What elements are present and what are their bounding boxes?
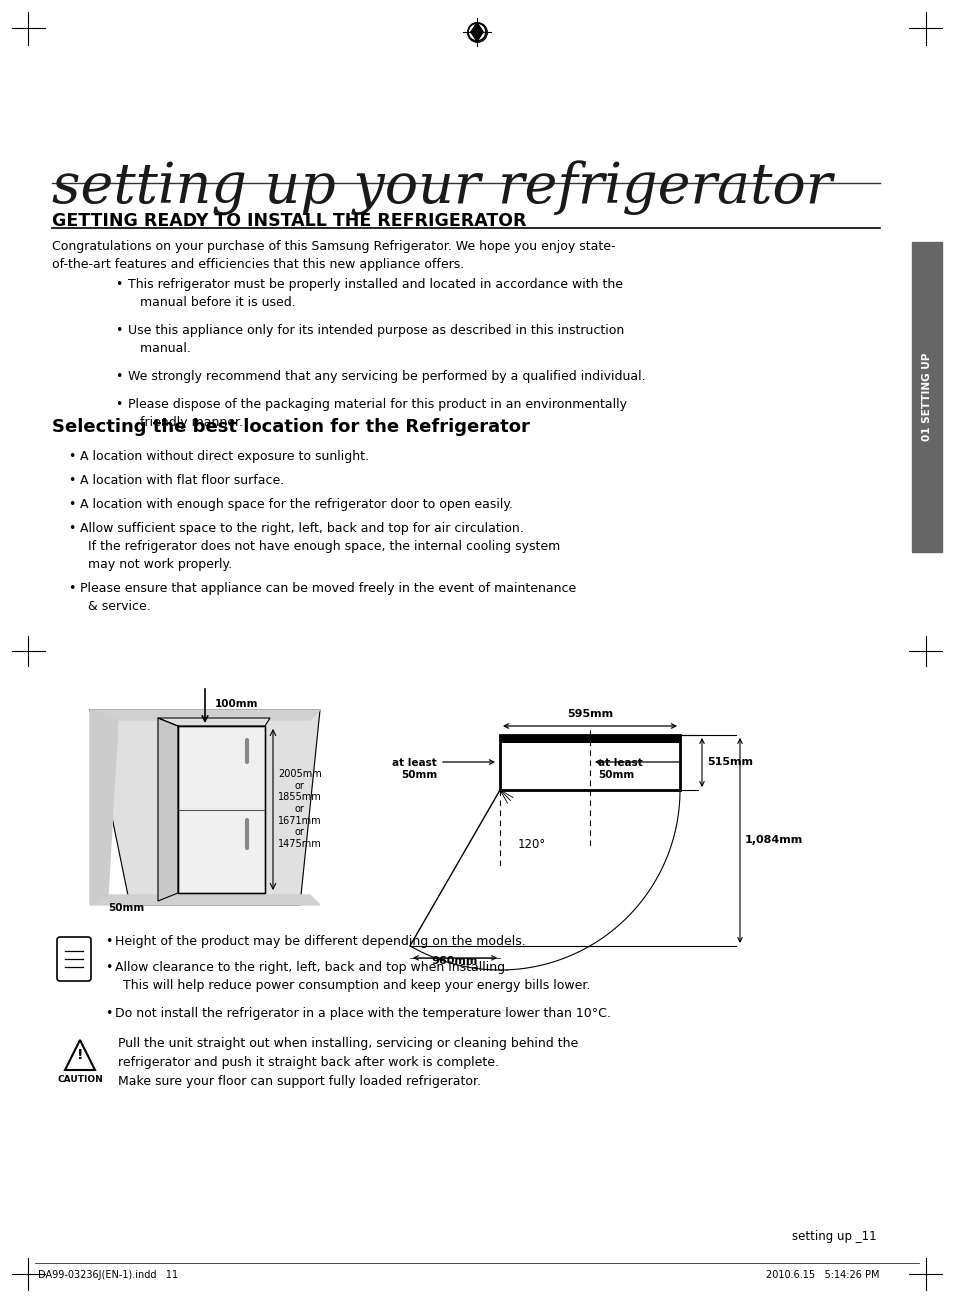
- Text: •: •: [105, 1006, 112, 1019]
- Polygon shape: [90, 710, 319, 720]
- Text: •: •: [105, 935, 112, 948]
- Text: Please ensure that appliance can be moved freely in the event of maintenance
  &: Please ensure that appliance can be move…: [80, 582, 576, 613]
- Text: setting up your refrigerator: setting up your refrigerator: [52, 160, 831, 215]
- Text: 100mm: 100mm: [214, 699, 258, 710]
- Text: We strongly recommend that any servicing be performed by a qualified individual.: We strongly recommend that any servicing…: [128, 370, 645, 383]
- Text: •: •: [68, 522, 75, 535]
- Text: •: •: [115, 279, 122, 292]
- Polygon shape: [90, 710, 319, 905]
- Text: Please dispose of the packaging material for this product in an environmentally
: Please dispose of the packaging material…: [128, 398, 626, 428]
- Bar: [911, 242, 941, 552]
- Text: •: •: [68, 450, 75, 464]
- Polygon shape: [90, 710, 118, 905]
- Text: !: !: [76, 1048, 83, 1062]
- Text: at least
50mm: at least 50mm: [598, 758, 642, 780]
- Text: GETTING READY TO INSTALL THE REFRIGERATOR: GETTING READY TO INSTALL THE REFRIGERATO…: [52, 212, 526, 230]
- FancyBboxPatch shape: [57, 937, 91, 980]
- Text: 2005mm
or
1855mm
or
1671mm
or
1475mm: 2005mm or 1855mm or 1671mm or 1475mm: [277, 769, 321, 849]
- Text: Selecting the best location for the Refrigerator: Selecting the best location for the Refr…: [52, 418, 529, 436]
- Text: 50mm: 50mm: [108, 904, 144, 913]
- Bar: [499, 736, 679, 743]
- Text: •: •: [105, 961, 112, 974]
- Text: 1,084mm: 1,084mm: [744, 836, 802, 845]
- Text: 2010.6.15   5:14:26 PM: 2010.6.15 5:14:26 PM: [765, 1269, 879, 1280]
- Text: •: •: [68, 474, 75, 487]
- Text: A location with enough space for the refrigerator door to open easily.: A location with enough space for the ref…: [80, 497, 513, 510]
- Text: Height of the product may be different depending on the models.: Height of the product may be different d…: [115, 935, 525, 948]
- Text: •: •: [115, 370, 122, 383]
- Polygon shape: [65, 1040, 95, 1070]
- Text: 960mm: 960mm: [432, 956, 477, 966]
- Circle shape: [468, 23, 485, 40]
- Text: 120°: 120°: [517, 838, 546, 852]
- Polygon shape: [471, 23, 482, 40]
- Text: setting up _11: setting up _11: [792, 1230, 876, 1243]
- Bar: [178, 727, 265, 893]
- Bar: [499, 736, 679, 790]
- Text: Pull the unit straight out when installing, servicing or cleaning behind the
ref: Pull the unit straight out when installi…: [118, 1036, 578, 1088]
- Polygon shape: [158, 717, 270, 727]
- Text: 515mm: 515mm: [706, 756, 752, 767]
- Text: DA99-03236J(EN-1).indd   11: DA99-03236J(EN-1).indd 11: [38, 1269, 178, 1280]
- Text: This refrigerator must be properly installed and located in accordance with the
: This refrigerator must be properly insta…: [128, 279, 622, 309]
- Text: A location without direct exposure to sunlight.: A location without direct exposure to su…: [80, 450, 369, 464]
- Text: 595mm: 595mm: [566, 710, 613, 719]
- Text: Allow clearance to the right, left, back and top when installing.
  This will he: Allow clearance to the right, left, back…: [115, 961, 590, 992]
- Polygon shape: [158, 717, 178, 901]
- Text: CAUTION: CAUTION: [57, 1075, 103, 1085]
- Text: •: •: [115, 324, 122, 337]
- Text: at least
50mm: at least 50mm: [392, 758, 436, 780]
- Text: Congratulations on your purchase of this Samsung Refrigerator. We hope you enjoy: Congratulations on your purchase of this…: [52, 240, 615, 271]
- Text: Do not install the refrigerator in a place with the temperature lower than 10°C.: Do not install the refrigerator in a pla…: [115, 1006, 610, 1019]
- Text: A location with flat floor surface.: A location with flat floor surface.: [80, 474, 284, 487]
- Text: •: •: [115, 398, 122, 411]
- Polygon shape: [90, 894, 319, 905]
- Text: •: •: [68, 497, 75, 510]
- Text: Allow sufficient space to the right, left, back and top for air circulation.
  I: Allow sufficient space to the right, lef…: [80, 522, 559, 572]
- Polygon shape: [471, 23, 482, 40]
- Text: Use this appliance only for its intended purpose as described in this instructio: Use this appliance only for its intended…: [128, 324, 623, 355]
- Text: •: •: [68, 582, 75, 595]
- Text: 01 SETTING UP: 01 SETTING UP: [921, 353, 931, 441]
